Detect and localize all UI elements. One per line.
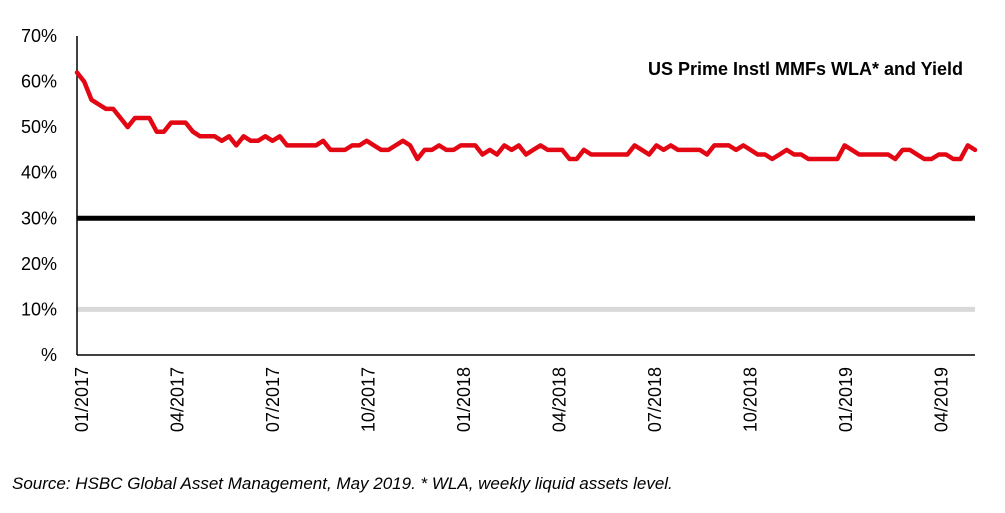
source-note: Source: HSBC Global Asset Management, Ma… xyxy=(12,474,673,493)
x-tick-label: 10/2017 xyxy=(359,367,379,432)
y-tick-label: 40% xyxy=(21,163,57,183)
series-layer xyxy=(74,70,978,162)
chart: % 10% 20% 30% 40% 50% 60% 70% 01/2017 04/2017 07/… xyxy=(21,26,978,432)
x-tick-label: 04/2018 xyxy=(550,367,570,432)
y-tick-label: 20% xyxy=(21,254,57,274)
x-tick-label: 04/2017 xyxy=(168,367,188,432)
x-tick-label: 07/2017 xyxy=(263,367,283,432)
x-tick-label: 07/2018 xyxy=(645,367,665,432)
y-tick-label: 50% xyxy=(21,117,57,137)
x-tick-label: 10/2018 xyxy=(741,367,761,432)
y-tick-label: 70% xyxy=(21,26,57,46)
x-tick-label: 04/2019 xyxy=(932,367,952,432)
y-tick-label: 60% xyxy=(21,72,57,92)
y-tick-label: % xyxy=(41,345,57,365)
chart-title: US Prime Instl MMFs WLA* and Yield xyxy=(648,59,963,79)
y-tick-label: 30% xyxy=(21,208,57,228)
x-tick-label: 01/2019 xyxy=(836,367,856,432)
y-tick-label: 10% xyxy=(21,299,57,319)
x-tick-label: 01/2018 xyxy=(454,367,474,432)
x-tick-label: 01/2017 xyxy=(72,367,92,432)
y-axis: % 10% 20% 30% 40% 50% 60% 70% xyxy=(21,26,78,365)
series-line-wla xyxy=(74,70,978,162)
x-axis: 01/2017 04/2017 07/2017 10/2017 01/2018 04/20… xyxy=(72,354,975,432)
reference-lines xyxy=(77,215,975,312)
